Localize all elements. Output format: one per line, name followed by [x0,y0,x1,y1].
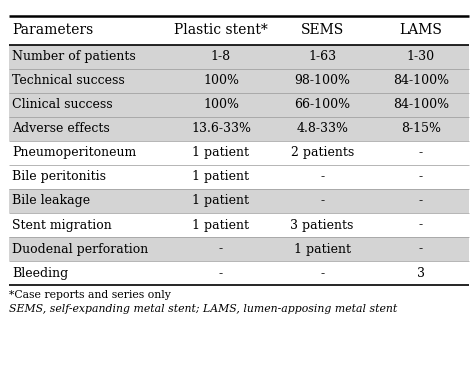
Text: 13.6-33%: 13.6-33% [191,122,251,135]
Text: 100%: 100% [203,74,239,87]
Text: -: - [219,242,223,256]
Text: Duodenal perforation: Duodenal perforation [12,242,148,256]
Text: Bleeding: Bleeding [12,267,68,280]
Bar [9,69,469,93]
Bar [9,45,469,69]
Text: SEMS: SEMS [301,23,344,37]
Text: 3 patients: 3 patients [291,218,354,232]
Text: -: - [419,146,423,159]
Text: -: - [320,194,324,208]
Text: Bile peritonitis: Bile peritonitis [12,170,106,184]
Text: Adverse effects: Adverse effects [12,122,109,135]
Text: 100%: 100% [203,98,239,111]
Text: -: - [419,194,423,208]
Text: 1-63: 1-63 [308,50,336,63]
Text: Number of patients: Number of patients [12,50,136,63]
Text: -: - [419,218,423,232]
Bar [9,189,469,213]
Text: -: - [320,170,324,184]
Text: Stent migration: Stent migration [12,218,111,232]
Bar [9,237,469,261]
Text: Plastic stent*: Plastic stent* [174,23,268,37]
Text: Pneumoperitoneum: Pneumoperitoneum [12,146,136,159]
Text: LAMS: LAMS [400,23,442,37]
Text: 1 patient: 1 patient [192,146,249,159]
Text: Bile leakage: Bile leakage [12,194,90,208]
Text: 4.8-33%: 4.8-33% [296,122,348,135]
Text: -: - [419,242,423,256]
Text: 1 patient: 1 patient [192,218,249,232]
Text: 1-8: 1-8 [211,50,231,63]
Text: Clinical success: Clinical success [12,98,112,111]
Text: Parameters: Parameters [12,23,93,37]
Text: -: - [320,267,324,280]
Text: -: - [419,170,423,184]
Text: SEMS, self-expanding metal stent; LAMS, lumen-apposing metal stent: SEMS, self-expanding metal stent; LAMS, … [9,304,398,314]
Text: 3: 3 [417,267,425,280]
Text: 98-100%: 98-100% [294,74,350,87]
Text: 8-15%: 8-15% [401,122,441,135]
Text: 1 patient: 1 patient [192,170,249,184]
Text: 1-30: 1-30 [407,50,435,63]
Text: Technical success: Technical success [12,74,125,87]
Text: 66-100%: 66-100% [294,98,350,111]
Text: 1 patient: 1 patient [293,242,351,256]
Bar [9,93,469,117]
Text: *Case reports and series only: *Case reports and series only [9,290,172,300]
Text: 84-100%: 84-100% [393,74,449,87]
Text: 2 patients: 2 patients [291,146,354,159]
Text: 1 patient: 1 patient [192,194,249,208]
Text: -: - [219,267,223,280]
Text: 84-100%: 84-100% [393,98,449,111]
Bar [9,117,469,141]
